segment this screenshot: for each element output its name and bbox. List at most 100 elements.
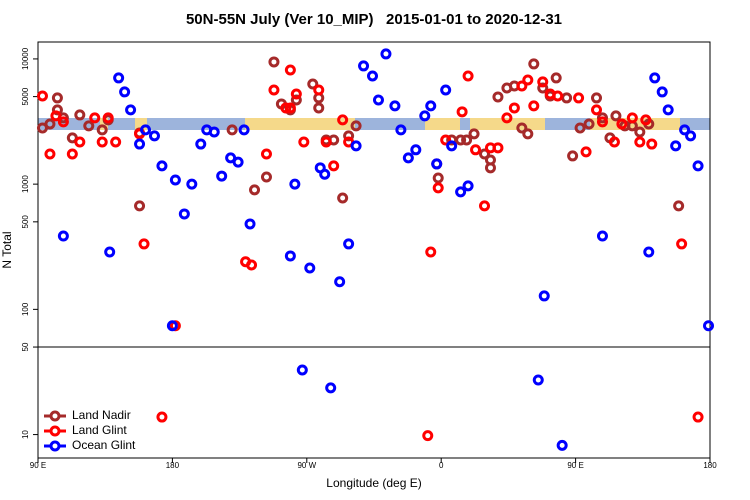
point bbox=[610, 110, 622, 122]
point bbox=[113, 72, 125, 84]
point bbox=[550, 72, 562, 84]
legend-label: Land Glint bbox=[72, 423, 127, 437]
point bbox=[246, 259, 258, 271]
point bbox=[685, 130, 697, 142]
point bbox=[425, 246, 437, 258]
point bbox=[692, 160, 704, 172]
point bbox=[57, 230, 69, 242]
point bbox=[446, 140, 458, 152]
point bbox=[110, 136, 122, 148]
y-tick-label: 500 bbox=[21, 215, 30, 229]
point bbox=[561, 92, 573, 104]
point bbox=[462, 70, 474, 82]
point bbox=[673, 200, 685, 212]
point bbox=[313, 102, 325, 114]
chart-title: 50N-55N July (Ver 10_MIP) 2015-01-01 to … bbox=[186, 11, 562, 28]
point bbox=[455, 186, 467, 198]
point bbox=[492, 142, 504, 154]
point bbox=[268, 56, 280, 68]
point bbox=[679, 124, 691, 136]
point bbox=[537, 76, 549, 88]
point bbox=[419, 110, 431, 122]
point bbox=[662, 104, 674, 116]
point bbox=[89, 112, 101, 124]
point bbox=[389, 100, 401, 112]
point bbox=[468, 128, 480, 140]
point bbox=[238, 124, 250, 136]
point bbox=[470, 144, 482, 156]
point bbox=[134, 138, 146, 150]
point bbox=[280, 102, 292, 114]
point bbox=[479, 200, 491, 212]
point bbox=[284, 250, 296, 262]
point bbox=[290, 94, 302, 106]
point bbox=[626, 112, 638, 124]
point bbox=[337, 114, 349, 126]
x-tick-label: 180 bbox=[703, 461, 717, 470]
point bbox=[298, 136, 310, 148]
y-tick-label: 100 bbox=[21, 302, 30, 316]
point bbox=[260, 148, 272, 160]
point bbox=[462, 180, 474, 192]
point bbox=[96, 136, 108, 148]
point bbox=[290, 88, 302, 100]
point bbox=[358, 60, 370, 72]
x-tick-label: 180 bbox=[166, 461, 180, 470]
point bbox=[313, 84, 325, 96]
point bbox=[320, 136, 332, 148]
y-tick-label: 10000 bbox=[21, 47, 30, 70]
point bbox=[580, 146, 592, 158]
series bbox=[57, 48, 715, 451]
point bbox=[156, 160, 168, 172]
point bbox=[304, 262, 316, 274]
point bbox=[74, 136, 86, 148]
point bbox=[596, 112, 608, 124]
legend-marker bbox=[49, 425, 61, 437]
point bbox=[634, 126, 646, 138]
point bbox=[307, 78, 319, 90]
point bbox=[372, 94, 384, 106]
point bbox=[50, 110, 62, 122]
point bbox=[350, 140, 362, 152]
band-land bbox=[245, 118, 355, 130]
point bbox=[556, 439, 568, 451]
point bbox=[596, 230, 608, 242]
point bbox=[343, 130, 355, 142]
point bbox=[328, 160, 340, 172]
point bbox=[402, 152, 414, 164]
plot-frame bbox=[37, 41, 711, 459]
point bbox=[456, 106, 468, 118]
point bbox=[51, 104, 63, 116]
point bbox=[455, 134, 467, 146]
point bbox=[380, 48, 392, 60]
point bbox=[337, 192, 349, 204]
point bbox=[431, 158, 443, 170]
point bbox=[367, 70, 379, 82]
point bbox=[104, 246, 116, 258]
point bbox=[703, 320, 715, 332]
point bbox=[83, 120, 95, 132]
point bbox=[649, 72, 661, 84]
point bbox=[484, 162, 496, 174]
x-tick-label: 0 bbox=[439, 461, 444, 470]
point bbox=[537, 82, 549, 94]
point bbox=[634, 136, 646, 148]
point bbox=[608, 136, 620, 148]
point bbox=[96, 124, 108, 136]
point bbox=[138, 238, 150, 250]
point bbox=[492, 91, 504, 103]
point bbox=[646, 138, 658, 150]
point bbox=[268, 84, 280, 96]
point bbox=[216, 170, 228, 182]
y-tick-label: 50 bbox=[21, 342, 30, 351]
point bbox=[479, 148, 491, 160]
point bbox=[334, 276, 346, 288]
point bbox=[440, 134, 452, 146]
x-tick-label: 90 E bbox=[30, 461, 46, 470]
y-tick-label: 5000 bbox=[21, 87, 30, 105]
point bbox=[119, 86, 131, 98]
point bbox=[284, 64, 296, 76]
point bbox=[670, 140, 682, 152]
